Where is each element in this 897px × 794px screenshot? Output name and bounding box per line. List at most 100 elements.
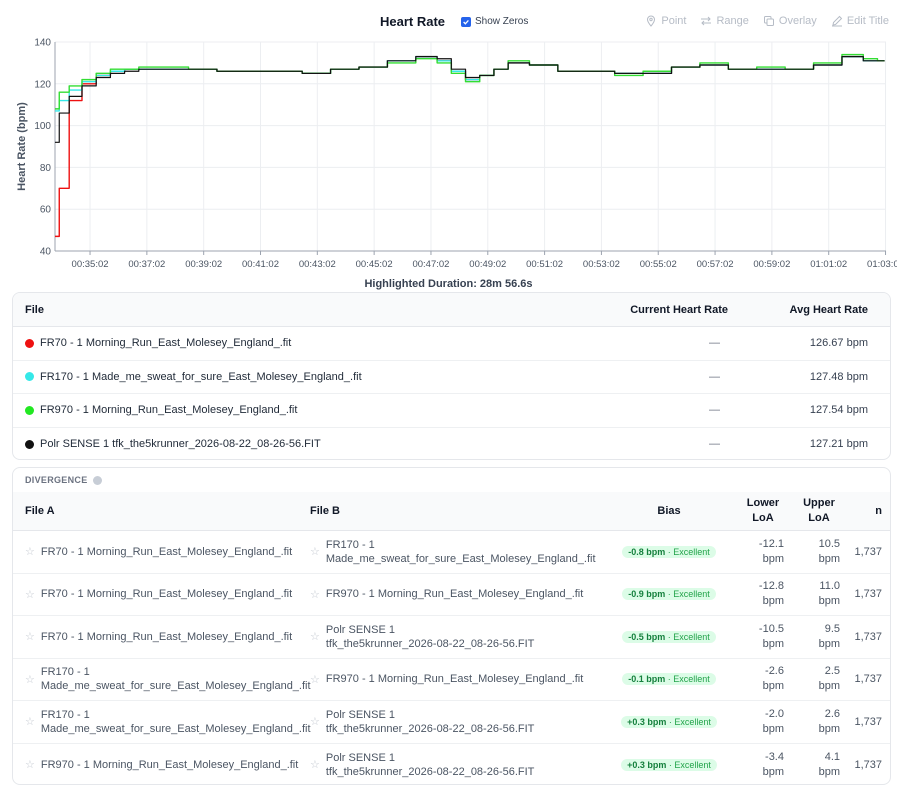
x-tick-label: 00:51:02 [526,259,563,270]
files-table-row: FR970 - 1 Morning_Run_East_Molesey_Engla… [13,394,890,428]
star-icon[interactable]: ☆ [25,546,35,559]
y-tick-label: 80 [40,163,52,174]
divergence-row: ☆ FR70 - 1 Morning_Run_East_Molesey_Engla… [13,531,890,574]
upper-loa-cell: 10.5 bpm [784,537,840,567]
file-a-line-2: Made_me_sweat_for_sure_East_Molesey_Engl… [40,680,311,693]
upper-loa-unit: bpm [818,595,840,608]
bias-quality: · Excellent [667,631,710,642]
file-a-cell: ☆ FR70 - 1 Morning_Run_East_Molesey_Engla… [13,630,310,644]
star-icon[interactable]: ☆ [25,759,35,772]
lower-loa-unit: bpm [762,722,784,735]
n-cell: 1,737 [854,588,882,601]
x-tick-label: 00:49:02 [469,259,506,270]
upper-loa-unit: bpm [818,765,840,778]
upper-loa-value: 11.0 [819,580,840,593]
star-icon[interactable]: ☆ [310,631,320,644]
lower-loa-cell: -12.1 bpm [728,537,784,567]
bias-cell: -0.5 bpm · Excellent [610,630,728,643]
file-a-name: FR70 - 1 Morning_Run_East_Molesey_Englan… [41,630,292,644]
show-zeros-toggle[interactable]: Show Zeros [461,16,528,27]
edit-title-label: Edit Title [846,15,889,27]
series-color-dot [25,439,34,449]
n-cell: 1,737 [854,630,882,643]
file-b-cell: ☆ FR170 - 1 Made_me_sweat_for_sure_East_Mo… [310,538,610,566]
lower-loa-value: -2.0 [765,707,784,720]
file-b-name: FR970 - 1 Morning_Run_East_Molesey_Engla… [326,672,583,686]
lower-loa-unit: bpm [762,595,784,608]
star-icon[interactable]: ☆ [25,716,35,729]
file-cell: FR170 - 1 Made_me_sweat_for_sure_East_Mo… [13,371,573,383]
y-axis-label: Heart Rate (bpm) [16,102,28,191]
file-name: Polr SENSE 1 tfk_the5krunner_2026-08-22_… [40,438,321,451]
bias-column-header: Bias [657,505,681,517]
file-a-name: FR70 - 1 Morning_Run_East_Molesey_Englan… [41,587,292,601]
file-b-cell: ☆ Polr SENSE 1 tfk_the5krunner_2026-08-22_… [310,623,610,651]
info-icon[interactable] [92,475,102,485]
y-tick-label: 140 [34,38,51,49]
upper-loa-cell: 2.5 bpm [784,664,840,694]
show-zeros-label: Show Zeros [475,16,529,27]
file-a-cell: ☆ FR170 - 1 Made_me_sweat_for_sure_East_Mo… [13,665,311,693]
bias-quality: · Excellent [667,546,710,557]
upper-loa-cell: 11.0 bpm [784,579,840,609]
file-a-line-1: FR70 - 1 Morning_Run_East_Molesey_Englan… [40,630,293,643]
avg-hr-value: 127.21 bpm [809,438,868,451]
file-cell: Polr SENSE 1 tfk_the5krunner_2026-08-22_… [13,438,573,450]
heart-rate-chart[interactable]: 40 60 80 100 120 140 00:35:02 00:37:02 00:39:02 0… [0,34,897,274]
star-icon[interactable]: ☆ [310,759,320,772]
file-b-name: Polr SENSE 1 tfk_the5krunner_2026-08-22_0… [326,708,535,736]
upper-loa-unit: bpm [818,722,840,735]
file-a-line-1: FR170 - 1 [40,666,90,679]
x-tick-label: 00:47:02 [412,259,449,270]
lower-loa-header-line-2: LoA [752,512,774,524]
lower-loa-value: -2.6 [765,665,784,678]
current-hr-value: — [709,438,720,451]
x-tick-label: 00:35:02 [72,259,109,270]
upper-loa-unit: bpm [818,637,840,650]
y-tick-label: 100 [34,121,51,132]
current-hr-value: — [709,337,720,350]
point-tool-button[interactable]: Point [645,15,686,27]
upper-loa-value: 10.5 [818,537,840,550]
files-table-row: Polr SENSE 1 tfk_the5krunner_2026-08-22_… [13,428,890,460]
upper-loa-value: 9.5 [824,622,840,635]
upper-loa-cell: 4.1 bpm [784,750,840,780]
upper-loa-column-header: Upper LoA [784,496,840,526]
star-icon[interactable]: ☆ [310,588,320,601]
lower-loa-unit: bpm [762,765,784,778]
bias-badge: -0.8 bpm · Excellent [622,545,716,558]
file-cell: FR70 - 1 Morning_Run_East_Molesey_Englan… [13,337,573,349]
star-icon[interactable]: ☆ [25,631,35,644]
range-tool-button[interactable]: Range [700,15,749,27]
file-b-cell: ☆ FR970 - 1 Morning_Run_East_Molesey_Engl… [310,672,610,686]
files-table: File Current Heart Rate Avg Heart Rate F… [12,292,891,460]
lower-loa-cell: -2.0 bpm [728,707,784,737]
avg-hr-value: 127.48 bpm [809,370,868,383]
lower-loa-unit: bpm [762,680,784,693]
files-table-row: FR70 - 1 Morning_Run_East_Molesey_Englan… [13,327,890,361]
star-icon[interactable]: ☆ [25,673,35,686]
star-icon[interactable]: ☆ [310,716,320,729]
star-icon[interactable]: ☆ [310,546,320,559]
upper-loa-value: 2.5 [824,665,840,678]
divergence-table-header: File A File B Bias Lower LoA Upper LoA n [13,492,890,531]
star-icon[interactable]: ☆ [25,588,35,601]
file-a-line-1: FR970 - 1 Morning_Run_East_Molesey_Engla… [40,758,299,771]
lower-loa-cell: -2.6 bpm [728,664,784,694]
file-b-line-2: tfk_the5krunner_2026-08-22_08-26-56.FIT [325,722,535,735]
file-b-line-2: tfk_the5krunner_2026-08-22_08-26-56.FIT [325,765,535,778]
file-a-name: FR970 - 1 Morning_Run_East_Molesey_Engla… [41,758,298,772]
bias-cell: +0.3 bpm · Excellent [610,758,728,771]
x-tick-label: 00:57:02 [697,259,734,270]
file-name: FR170 - 1 Made_me_sweat_for_sure_East_Mo… [40,370,362,383]
edit-title-button[interactable]: Edit Title [831,15,889,27]
star-icon[interactable]: ☆ [310,673,320,686]
overlay-tool-button[interactable]: Overlay [763,15,817,27]
divergence-row: ☆ FR70 - 1 Morning_Run_East_Molesey_Engla… [13,616,890,659]
x-tick-label: 01:01:02 [810,259,847,270]
checkbox-checked-icon[interactable] [461,16,471,27]
avg-hr-value: 127.54 bpm [809,404,868,417]
highlighted-duration: Highlighted Duration: 28m 56.6s [364,278,533,290]
bias-quality: · Excellent [668,759,711,770]
file-b-line-2: Made_me_sweat_for_sure_East_Molesey_Engl… [325,552,596,565]
